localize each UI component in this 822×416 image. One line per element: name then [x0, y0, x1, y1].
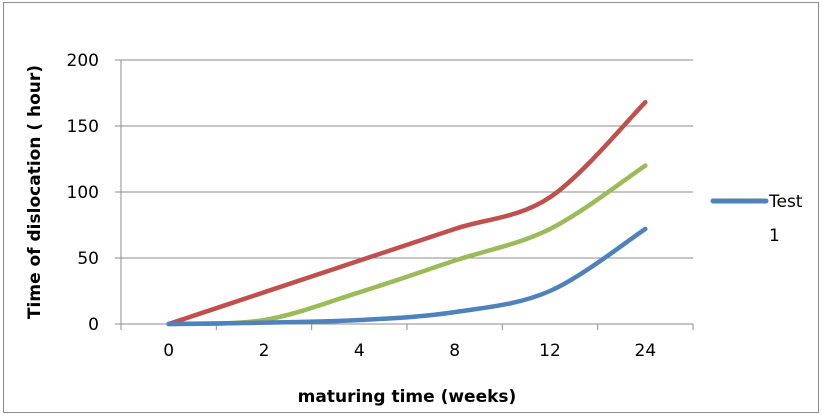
x-tick-label: 12	[539, 341, 561, 361]
y-tick-label: 100	[67, 183, 99, 203]
y-axis-title: Time of dislocation ( hour)	[25, 65, 45, 319]
gridlines	[121, 59, 693, 259]
y-tick-label: 200	[67, 51, 99, 71]
x-tick-label: 8	[449, 341, 460, 361]
y-tick-labels: 0 50 100 150 200	[67, 51, 99, 335]
y-tick-label: 0	[88, 315, 99, 335]
x-axis-title: maturing time (weeks)	[298, 387, 517, 407]
x-tick-label: 24	[635, 341, 657, 361]
series-layer	[166, 99, 648, 327]
series-line-1	[166, 226, 648, 327]
legend-label-line2: 1	[769, 226, 780, 246]
x-tick-label: 0	[163, 341, 174, 361]
legend-label-line1: Test	[768, 192, 803, 212]
x-tick-label: 2	[259, 341, 270, 361]
x-tick-label: 4	[354, 341, 365, 361]
y-tick-label: 150	[67, 117, 99, 137]
x-tick-labels: 0 2 4 8 12 24	[163, 341, 656, 361]
y-tick-label: 50	[77, 249, 99, 269]
legend: Test 1	[710, 192, 803, 246]
series-line-2	[166, 99, 648, 327]
chart-frame	[3, 2, 819, 413]
